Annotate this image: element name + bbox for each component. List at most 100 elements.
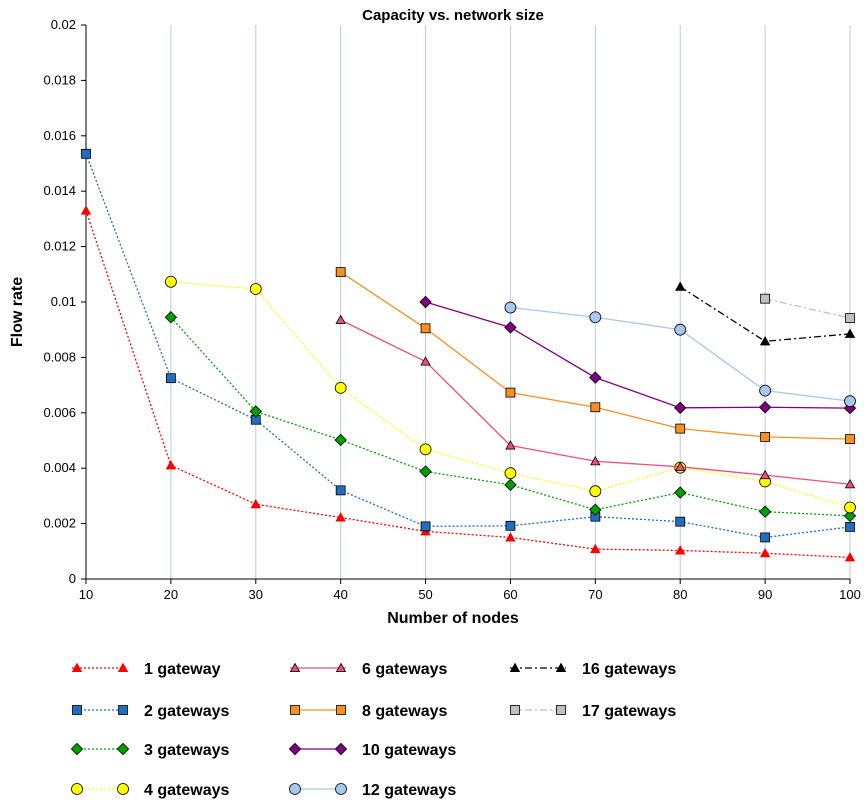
legend-marker bbox=[118, 705, 128, 715]
data-point bbox=[335, 267, 346, 277]
data-point bbox=[334, 381, 347, 394]
data-point bbox=[759, 336, 771, 346]
x-axis-title: Number of nodes bbox=[387, 610, 519, 627]
legend-marker bbox=[510, 705, 520, 715]
data-point bbox=[758, 505, 772, 518]
y-tick-label: 0.004 bbox=[43, 460, 76, 475]
data-point bbox=[504, 301, 517, 314]
data-point bbox=[419, 465, 432, 478]
legend-marker bbox=[289, 783, 301, 795]
legend-item-3: 3 gateways bbox=[70, 742, 229, 759]
data-point bbox=[674, 486, 687, 499]
x-tick-label: 100 bbox=[839, 587, 861, 602]
legend-item-6: 8 gateways bbox=[290, 703, 447, 720]
x-tick-label: 30 bbox=[249, 587, 263, 602]
x-tick-label: 20 bbox=[164, 587, 178, 602]
x-tick-label: 40 bbox=[333, 587, 347, 602]
y-tick-label: 0.018 bbox=[43, 72, 76, 87]
data-point bbox=[165, 373, 176, 384]
data-point bbox=[760, 293, 771, 304]
data-point bbox=[590, 455, 601, 466]
legend-item-2: 2 gateways bbox=[72, 703, 229, 720]
axes: 0 0.002 0.004 0.006 0.008 0.01 0.012 0.014 0.016… bbox=[43, 17, 860, 602]
data-point bbox=[334, 433, 347, 447]
data-point bbox=[589, 485, 602, 498]
data-point bbox=[419, 443, 432, 456]
data-point bbox=[335, 512, 346, 522]
chart-title: Capacity vs. network size bbox=[362, 7, 544, 24]
legend-label: 1 gateway bbox=[144, 661, 221, 678]
legend-marker bbox=[288, 742, 302, 756]
legend-label: 17 gateways bbox=[582, 703, 676, 720]
data-point bbox=[335, 485, 346, 496]
data-point bbox=[589, 371, 602, 384]
y-tick-label: 0.002 bbox=[43, 516, 76, 531]
x-tick-label: 90 bbox=[758, 587, 772, 602]
data-point bbox=[674, 323, 687, 336]
y-tick-label: 0.006 bbox=[43, 405, 76, 420]
legend-marker bbox=[71, 662, 83, 672]
data-point bbox=[164, 311, 178, 324]
data-point bbox=[675, 461, 686, 471]
legend-marker bbox=[555, 662, 567, 672]
legend-marker bbox=[71, 783, 83, 795]
data-point bbox=[759, 469, 771, 480]
data-point bbox=[845, 522, 855, 532]
data-point bbox=[675, 516, 686, 527]
legend-item-7: 10 gateways bbox=[288, 742, 456, 759]
legend-marker bbox=[509, 662, 521, 672]
legend-label: 3 gateways bbox=[144, 742, 229, 759]
data-point bbox=[759, 547, 771, 558]
legend: 1 gateway 2 gateways 3 gateways 4 gateways 6… bbox=[70, 661, 676, 799]
y-tick-label: 0 bbox=[69, 571, 76, 586]
data-point bbox=[420, 323, 431, 334]
data-point bbox=[845, 313, 855, 323]
legend-item-10: 17 gateways bbox=[510, 703, 676, 720]
legend-item-1: 1 gateway bbox=[71, 661, 221, 678]
series-layer bbox=[80, 148, 857, 562]
series-line bbox=[85, 210, 851, 559]
series-line bbox=[425, 301, 851, 409]
data-point bbox=[675, 281, 686, 291]
data-point bbox=[843, 509, 857, 523]
legend-marker bbox=[290, 705, 300, 715]
y-tick-label: 0.01 bbox=[51, 294, 76, 309]
data-point bbox=[758, 401, 772, 414]
legend-marker bbox=[116, 742, 130, 756]
legend-marker bbox=[335, 662, 347, 672]
data-point bbox=[589, 311, 602, 324]
legend-label: 4 gateways bbox=[144, 782, 229, 799]
x-tick-label: 80 bbox=[673, 587, 687, 602]
x-tick-label: 70 bbox=[588, 587, 602, 602]
series-1 bbox=[80, 205, 856, 562]
series-4 bbox=[164, 275, 856, 514]
legend-marker bbox=[336, 705, 346, 715]
series-10 bbox=[760, 293, 855, 323]
data-point bbox=[420, 521, 431, 532]
data-point bbox=[674, 401, 687, 415]
y-tick-label: 0.008 bbox=[43, 349, 76, 364]
data-point bbox=[759, 384, 772, 397]
legend-marker bbox=[289, 662, 301, 672]
data-point bbox=[81, 148, 91, 159]
data-point bbox=[590, 543, 601, 554]
data-point bbox=[844, 552, 856, 562]
data-point bbox=[844, 328, 856, 338]
data-point bbox=[844, 501, 856, 514]
data-point bbox=[504, 467, 517, 480]
data-point bbox=[590, 402, 601, 413]
series-8 bbox=[504, 301, 856, 408]
data-point bbox=[250, 498, 261, 509]
series-line bbox=[85, 153, 851, 539]
legend-marker bbox=[117, 662, 129, 672]
data-point bbox=[675, 545, 686, 555]
series-5 bbox=[335, 314, 856, 489]
data-point bbox=[844, 395, 856, 408]
data-point bbox=[505, 440, 516, 450]
data-point bbox=[675, 423, 686, 434]
data-point bbox=[760, 532, 771, 543]
data-point bbox=[504, 321, 517, 334]
legend-marker bbox=[72, 705, 82, 715]
